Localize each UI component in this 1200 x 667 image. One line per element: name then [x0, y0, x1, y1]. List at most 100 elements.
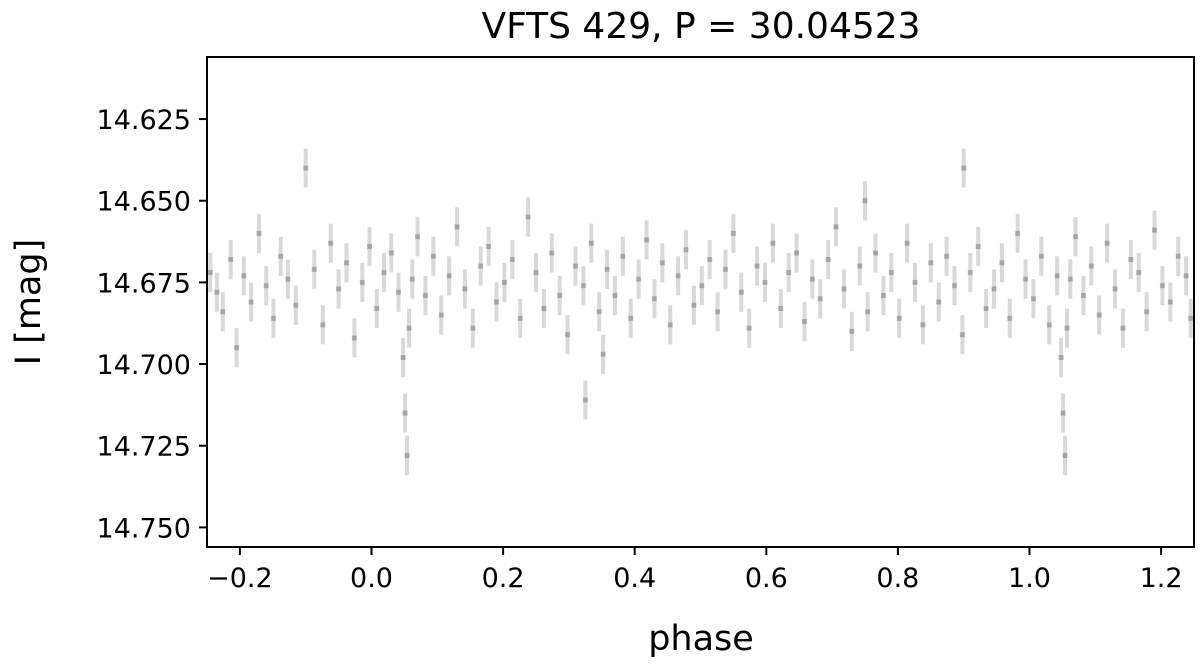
- point-marker: [509, 257, 515, 263]
- point-marker: [415, 234, 421, 240]
- point-marker: [1064, 325, 1070, 331]
- data-point: [1104, 223, 1110, 263]
- data-point: [1144, 292, 1150, 332]
- point-marker: [404, 453, 410, 459]
- point-marker: [1167, 299, 1173, 305]
- point-marker: [778, 306, 784, 312]
- point-marker: [620, 253, 626, 259]
- data-point: [849, 311, 855, 351]
- data-point: [912, 262, 918, 302]
- point-marker: [944, 253, 950, 259]
- point-marker: [1088, 263, 1094, 269]
- point-marker: [549, 250, 555, 256]
- point-marker: [651, 296, 657, 302]
- y-axis: 14.625 14.650 14.675 14.700 14.725 14.750: [97, 105, 207, 544]
- point-marker: [1080, 292, 1086, 298]
- point-marker: [1067, 276, 1073, 282]
- data-point: [572, 246, 578, 286]
- x-tick-label: 1.0: [1008, 563, 1051, 594]
- data-point: [880, 275, 886, 316]
- point-marker: [786, 270, 792, 276]
- data-point: [549, 233, 555, 273]
- data-point: [746, 308, 752, 348]
- data-point: [1054, 256, 1060, 296]
- point-marker: [409, 276, 415, 282]
- chart-title: VFTS 429, P = 30.04523: [481, 6, 920, 47]
- data-point: [328, 223, 334, 263]
- point-marker: [723, 266, 729, 272]
- point-marker: [263, 283, 269, 289]
- data-point: [636, 259, 642, 299]
- point-marker: [754, 263, 760, 269]
- data-point: [967, 253, 973, 293]
- data-point: [220, 292, 226, 332]
- data-point: [659, 243, 665, 283]
- data-point: [1073, 217, 1079, 257]
- x-axis: −0.2 0.0 0.2 0.4 0.6 0.8 1.0 1.2: [207, 547, 1183, 594]
- point-marker: [1112, 286, 1118, 292]
- point-marker: [582, 397, 588, 403]
- data-point: [991, 269, 997, 309]
- data-point: [794, 233, 800, 273]
- data-point: [359, 262, 365, 302]
- point-marker: [730, 230, 736, 236]
- point-marker: [857, 263, 863, 269]
- x-axis-label: phase: [648, 619, 754, 659]
- data-point: [582, 380, 588, 420]
- data-point: [1023, 259, 1029, 299]
- point-marker: [395, 289, 401, 295]
- data-point: [438, 295, 444, 335]
- data-point: [1112, 269, 1118, 309]
- point-marker: [293, 302, 299, 308]
- point-marker: [612, 292, 618, 298]
- point-marker: [220, 309, 226, 315]
- data-point: [975, 226, 981, 267]
- data-point: [873, 233, 879, 273]
- point-marker: [628, 315, 634, 321]
- point-marker: [1073, 234, 1079, 240]
- data-point: [1030, 279, 1036, 319]
- point-marker: [825, 257, 831, 263]
- point-marker: [604, 266, 610, 272]
- point-marker: [873, 250, 879, 256]
- data-point: [409, 259, 415, 299]
- x-tick-label: 0.8: [876, 563, 919, 594]
- point-marker: [303, 165, 309, 171]
- data-point: [1128, 239, 1134, 280]
- data-point: [999, 243, 1005, 283]
- data-point: [285, 259, 291, 299]
- data-point: [1060, 393, 1066, 433]
- data-point: [303, 148, 309, 188]
- data-point: [1152, 210, 1158, 250]
- data-point: [270, 298, 276, 338]
- point-marker: [351, 335, 357, 341]
- point-marker: [256, 230, 262, 236]
- data-point: [430, 236, 436, 276]
- data-point: [207, 253, 213, 293]
- point-marker: [207, 270, 213, 276]
- data-point: [454, 207, 460, 247]
- point-marker: [1054, 273, 1060, 279]
- data-point: [1088, 246, 1094, 286]
- point-marker: [234, 345, 240, 351]
- point-marker: [270, 315, 276, 321]
- data-point: [311, 249, 317, 289]
- point-marker: [659, 260, 665, 266]
- data-point: [1046, 305, 1052, 345]
- data-point: [1080, 275, 1086, 316]
- point-marker: [478, 263, 484, 269]
- point-marker: [991, 286, 997, 292]
- data-point: [533, 253, 539, 293]
- point-marker: [794, 250, 800, 256]
- data-points-layer: [207, 148, 1194, 476]
- data-point: [241, 256, 247, 296]
- data-point: [263, 266, 269, 306]
- data-point: [415, 217, 421, 257]
- data-point: [588, 223, 594, 263]
- point-marker: [707, 257, 713, 263]
- data-point: [596, 292, 602, 332]
- point-marker: [951, 283, 957, 289]
- data-point: [707, 239, 713, 280]
- point-marker: [999, 260, 1005, 266]
- data-point: [951, 266, 957, 306]
